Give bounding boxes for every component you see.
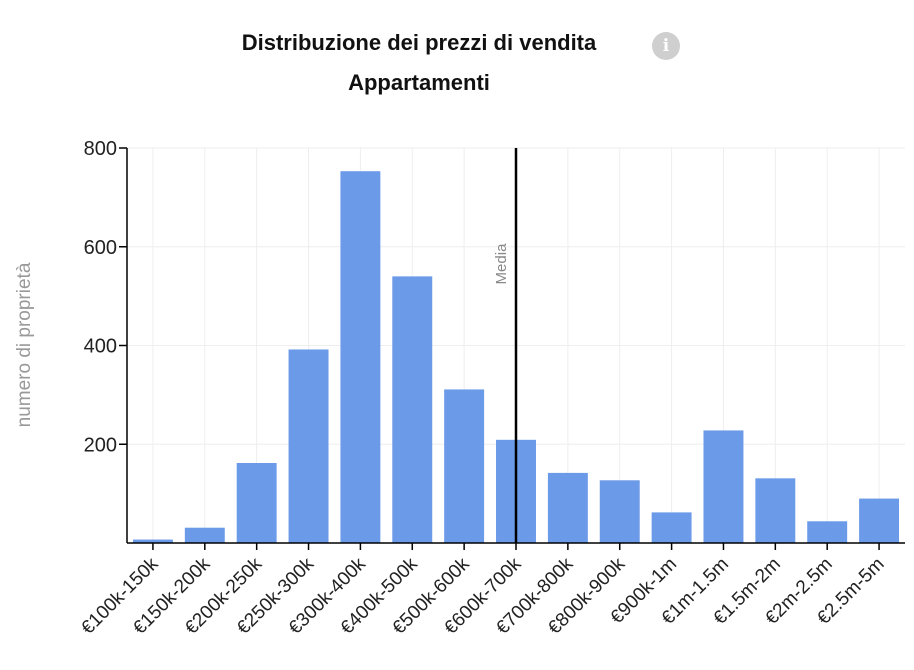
bar — [859, 498, 900, 543]
bar — [132, 539, 173, 543]
bar — [599, 480, 640, 543]
bar — [392, 276, 433, 543]
mean-label: Media — [493, 243, 510, 285]
y-tick-label: 600 — [84, 237, 117, 259]
bar — [236, 463, 277, 543]
bar — [340, 171, 381, 544]
info-icon[interactable]: i — [652, 32, 680, 60]
chart-subtitle: Appartamenti — [348, 70, 490, 95]
bar — [444, 389, 485, 543]
bar — [288, 349, 329, 543]
bar — [807, 521, 848, 543]
y-tick-label: 400 — [84, 336, 117, 358]
bar — [703, 430, 744, 543]
chart-title: Distribuzione dei prezzi di vendita — [241, 30, 597, 55]
y-tick-label: 200 — [84, 434, 117, 456]
bar — [651, 512, 692, 543]
bar — [755, 478, 796, 543]
y-tick-label: 800 — [84, 138, 117, 160]
bar — [547, 472, 588, 543]
y-axis-label: numero di proprietà — [14, 262, 35, 427]
bar — [184, 527, 225, 543]
